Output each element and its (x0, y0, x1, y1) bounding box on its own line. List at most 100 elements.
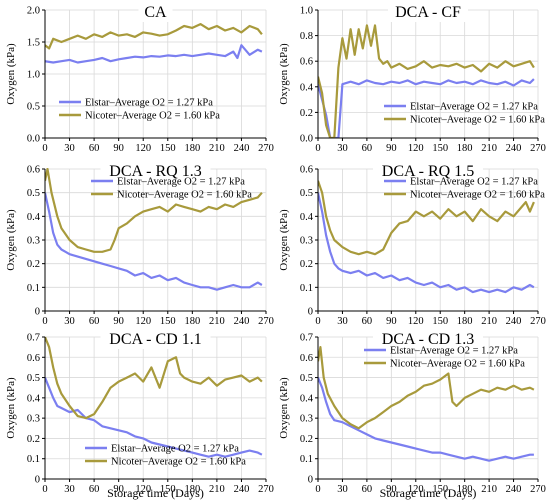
legend-entry: Elstar–Average O2 = 1.27 kPa (85, 98, 213, 109)
chart-panel: 0 30 60 90 120 150 180 210 240 270 0 0.1 0.2 0.3 0.4 0.… (278, 329, 546, 500)
chart-panel: 0 30 60 90 120 150 180 210 240 270 0 0.1 0.2 0.3 0.4 0.… (5, 161, 274, 327)
legend-entry: Elstar–Average O2 = 1.27 kPa (111, 444, 239, 455)
title-backdrop (373, 329, 483, 349)
y-tick-label: 0.6 (27, 165, 40, 176)
series-line-elstar (318, 78, 535, 138)
series-line-nicoter (318, 180, 535, 256)
legend-entry: Nicoter–Average O2 = 1.60 kPa (390, 359, 525, 370)
y-tick-label: 0 (35, 307, 40, 318)
chart-title: DCA - RQ 1.3 (109, 163, 201, 180)
x-tick-label: 90 (386, 484, 397, 495)
y-tick-label: 0.0 (27, 134, 40, 145)
y-axis-title: Oxygen (kPa) (278, 209, 290, 271)
series-line-elstar (45, 377, 263, 458)
series-line-nicoter (45, 168, 263, 253)
x-tick-label: 270 (258, 484, 274, 495)
x-tick-label: 210 (209, 484, 225, 495)
title-backdrop (138, 2, 173, 22)
x-tick-label: 240 (234, 143, 250, 154)
y-tick-label: 1.5 (27, 38, 40, 49)
x-tick-label: 240 (506, 316, 522, 327)
x-tick-label: 120 (408, 484, 424, 495)
legend-entry: Nicoter–Average O2 = 1.60 kPa (410, 115, 545, 126)
y-tick-label: 0.1 (27, 283, 40, 294)
x-tick-label: 30 (64, 316, 75, 327)
legend-entry: Elstar–Average O2 = 1.27 kPa (410, 177, 538, 188)
y-tick-label: 0.5 (27, 188, 40, 199)
y-tick-label: 0.4 (300, 82, 314, 93)
x-tick-label: 240 (234, 316, 250, 327)
chart-panel: 0 30 60 90 120 150 180 210 240 270 0 0.1 0.2 0.3 0.4 0.… (5, 329, 274, 500)
series-line-nicoter (318, 346, 535, 430)
y-axis-title: Oxygen (kPa) (5, 209, 17, 271)
x-tick-label: 0 (42, 143, 47, 154)
y-tick-label: 0.2 (27, 434, 40, 445)
y-tick-label: 0 (35, 475, 40, 486)
x-tick-label: 270 (530, 143, 546, 154)
x-tick-label: 180 (457, 316, 473, 327)
y-tick-label: 0.2 (300, 259, 313, 270)
x-tick-label: 150 (160, 143, 176, 154)
x-tick-label: 210 (209, 143, 225, 154)
x-tick-label: 120 (408, 316, 424, 327)
chart-title: DCA - CD 1.3 (382, 331, 474, 348)
x-tick-label: 150 (432, 143, 448, 154)
y-tick-label: 0.2 (300, 108, 313, 119)
legend: Elstar–Average O2 = 1.27 kPa Nicoter–Aver… (91, 177, 252, 201)
x-tick-label: 210 (209, 316, 225, 327)
legend: Elstar–Average O2 = 1.27 kPa Nicoter–Aver… (59, 98, 220, 122)
legend-entry: Elstar–Average O2 = 1.27 kPa (390, 346, 518, 357)
legend-entry: Elstar–Average O2 = 1.27 kPa (410, 102, 538, 113)
legend-entry: Nicoter–Average O2 = 1.60 kPa (117, 190, 252, 201)
title-backdrop (388, 2, 468, 22)
series-line-elstar (318, 192, 535, 294)
x-tick-label: 180 (457, 484, 473, 495)
x-tick-label: 180 (457, 143, 473, 154)
title-backdrop (100, 329, 211, 349)
x-tick-label: 60 (362, 484, 373, 495)
y-tick-label: 0.8 (300, 31, 313, 42)
series-line-elstar (45, 44, 263, 64)
series-line-nicoter (45, 336, 263, 420)
y-axis-title: Oxygen (kPa) (5, 43, 17, 105)
x-tick-label: 90 (113, 316, 124, 327)
y-axis-title: Oxygen (kPa) (278, 377, 290, 439)
y-tick-label: 0.3 (27, 236, 40, 247)
chart-panel: 0 30 60 90 120 150 180 210 240 270 0 0.1 0.2 0.3 0.4 0.… (278, 161, 546, 327)
legend: Elstar–Average O2 = 1.27 kPa Nicoter–Aver… (384, 102, 545, 126)
x-tick-label: 180 (184, 316, 200, 327)
x-tick-label: 120 (135, 316, 151, 327)
x-tick-label: 60 (362, 143, 373, 154)
title-backdrop (100, 161, 211, 181)
chart-title: DCA - CD 1.1 (109, 331, 201, 348)
y-axis-title: Oxygen (kPa) (278, 43, 290, 105)
legend-entry: Elstar–Average O2 = 1.27 kPa (117, 177, 245, 188)
x-tick-label: 150 (432, 316, 448, 327)
y-tick-label: 0.1 (27, 454, 40, 465)
y-tick-label: 0.6 (27, 353, 40, 364)
x-tick-label: 240 (234, 484, 250, 495)
legend-entry: Nicoter–Average O2 = 1.60 kPa (111, 457, 246, 468)
chart-panel: 0 30 60 90 120 150 180 210 240 270 0.0 0.5 1.0 1.5 2.0… (5, 2, 274, 154)
x-tick-label: 30 (337, 484, 348, 495)
series-line-elstar (318, 377, 534, 462)
x-tick-label: 90 (113, 143, 124, 154)
x-tick-label: 150 (432, 484, 448, 495)
y-tick-label: 0.4 (27, 212, 41, 223)
x-tick-label: 270 (258, 143, 274, 154)
x-tick-label: 30 (64, 143, 75, 154)
series-line-nicoter (318, 24, 535, 138)
y-tick-label: 0.1 (300, 283, 313, 294)
y-tick-label: 0.7 (300, 333, 313, 344)
y-tick-label: 2.0 (27, 6, 40, 17)
legend: Elstar–Average O2 = 1.27 kPa Nicoter–Aver… (364, 346, 525, 370)
y-tick-label: 0.5 (300, 373, 313, 384)
y-tick-label: 0.4 (27, 393, 41, 404)
x-tick-label: 270 (258, 316, 274, 327)
y-axis-title: Oxygen (kPa) (5, 377, 17, 439)
y-tick-label: 0.4 (300, 212, 314, 223)
x-tick-label: 90 (386, 316, 397, 327)
x-tick-label: 0 (42, 316, 47, 327)
legend-entry: Nicoter–Average O2 = 1.60 kPa (410, 190, 545, 201)
